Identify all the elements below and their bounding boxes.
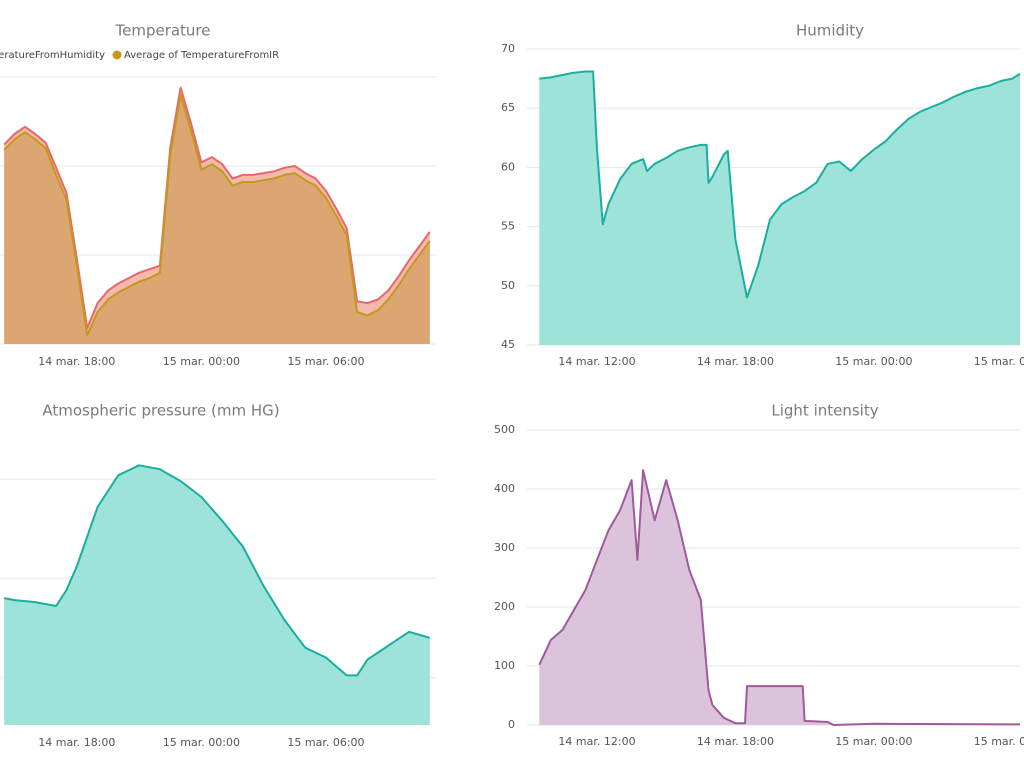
chart-title: Humidity (796, 22, 864, 40)
y-tick-label: 300 (494, 541, 515, 554)
x-tick-label: 15 mar. 00:00 (835, 355, 912, 368)
x-tick-label: 15 mar. 00:00 (835, 735, 912, 748)
area-line (3, 93, 431, 337)
x-tick-label: 15 mar. 06:00 (287, 355, 364, 368)
area-line (3, 86, 431, 329)
y-tick-label: 55 (501, 220, 515, 233)
y-tick-label: 200 (494, 600, 515, 613)
y-tick-label: 0 (508, 718, 515, 731)
y-tick-label: 400 (494, 482, 515, 495)
x-tick-label: 14 mar. 12:00 (558, 355, 635, 368)
chart-title: Light intensity (771, 402, 878, 420)
x-tick-label: 14 mar. 18:00 (697, 355, 774, 368)
y-tick-label: 500 (494, 423, 515, 436)
y-tick-label: 50 (501, 279, 515, 292)
y-tick-label: 70 (501, 42, 515, 55)
x-tick-label: 15 mar. 06:00 (974, 735, 1024, 748)
x-tick-label: 15 mar. 06:00 (974, 355, 1024, 368)
legend-label: Average of TemperatureFromIR (124, 50, 279, 61)
y-tick-label: 65 (501, 101, 515, 114)
x-tick-label: 15 mar. 00:00 (163, 355, 240, 368)
area-line (539, 70, 1021, 299)
x-tick-label: 14 mar. 12:00 (558, 735, 635, 748)
legend-marker (112, 50, 122, 60)
x-tick-label: 14 mar. 18:00 (38, 355, 115, 368)
x-tick-label: 15 mar. 00:00 (163, 736, 240, 749)
legend-label: Average of TemperatureFromHumidity (0, 50, 105, 61)
area-fill (539, 470, 1020, 725)
y-tick-label: 45 (501, 338, 515, 351)
x-tick-label: 15 mar. 06:00 (287, 736, 364, 749)
area-line (4, 464, 431, 677)
area-fill (4, 94, 430, 344)
chart-title: Atmospheric pressure (mm HG) (42, 402, 279, 420)
x-tick-label: 14 mar. 18:00 (38, 736, 115, 749)
area-fill (4, 465, 430, 725)
x-tick-label: 14 mar. 18:00 (697, 735, 774, 748)
y-tick-label: 60 (501, 160, 515, 173)
chart-title: Temperature (114, 22, 210, 40)
y-tick-label: 100 (494, 659, 515, 672)
area-line (538, 469, 1020, 726)
